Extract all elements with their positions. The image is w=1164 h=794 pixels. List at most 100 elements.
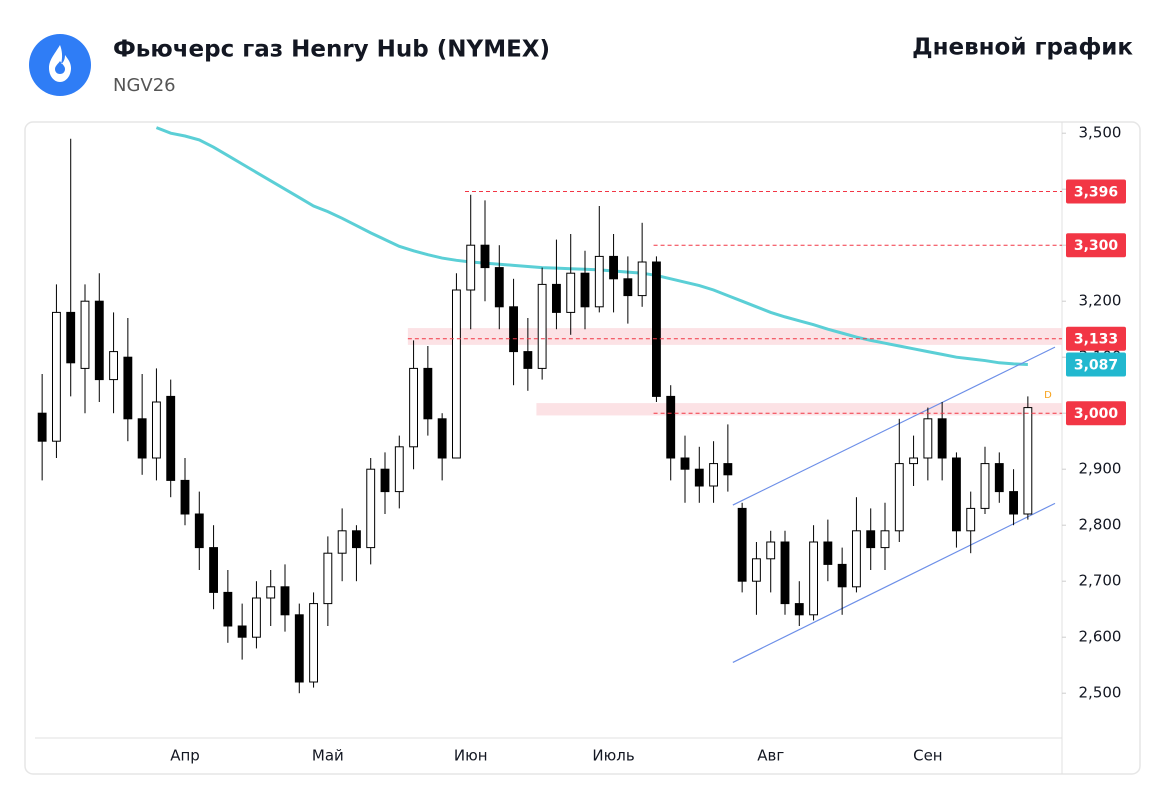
candle-body [523,351,533,369]
candle-body [966,507,976,532]
candle-body [552,283,561,313]
marker-label: D [1044,390,1052,401]
x-tick-label: Апр [170,747,200,765]
candle-body [337,530,347,554]
plot [37,126,1062,694]
candle-body [66,311,76,364]
timeframe: Дневной график [912,35,1133,61]
price-label: 3,087 [1074,357,1118,373]
y-tick-label: 2,900 [1079,460,1122,478]
overlay: 2,5002,6002,7002,8002,9003,0003,1003,200… [170,124,1126,765]
price-label-bg [1066,401,1126,426]
candle-body [409,367,418,448]
candle-body [80,300,90,369]
candle-body [780,541,790,605]
flame-icon [49,45,71,82]
candle-body [194,513,204,549]
candle-body [723,463,733,476]
candle-body [580,272,590,308]
candle-body [266,586,276,599]
candle-body [652,261,661,397]
candle-body [1009,491,1019,515]
candle-body [766,541,776,560]
price-label: 3,300 [1074,238,1119,254]
candle-body [309,603,318,683]
candle-body [209,547,218,593]
y-tick-label: 2,800 [1079,516,1122,534]
x-tick-label: Сен [913,747,943,765]
candle-body [937,418,947,459]
price-label-bg [1066,233,1126,258]
candle-body [94,300,104,381]
candle-body [837,563,847,588]
y-tick-label: 2,600 [1079,628,1122,646]
price-label-bg [1066,352,1126,377]
moving-average [155,126,1028,366]
candle-body [537,283,547,369]
candle-body [452,289,461,459]
y-tick-label: 2,500 [1079,684,1122,702]
x-tick-label: Май [312,747,344,765]
candle-body [1023,407,1033,515]
candle-body [866,530,876,549]
candle-body [694,468,704,487]
candle-body [509,306,518,353]
candle-body [252,597,261,638]
candle-body [480,244,490,269]
candle-body [909,457,919,465]
candle-body [223,591,233,627]
x-tick-label: Авг [757,747,784,765]
candle-body [952,457,961,532]
candle-body [152,401,161,459]
candle-body [366,468,376,549]
price-label-bg [1066,179,1126,204]
trendline [732,346,1056,506]
candle-body [394,446,404,493]
candle-body [437,418,447,459]
app-icon [29,34,91,96]
candle-body [594,255,604,308]
candle-body [852,530,861,588]
candle-body [166,395,176,481]
candle-body [380,468,390,493]
candle-body [980,463,990,509]
candle-body [352,530,361,549]
price-label-bg [1066,326,1126,351]
candle-body [737,507,747,582]
candle-body [637,261,647,297]
chart-card [24,121,1141,775]
candle-body [280,586,290,616]
candle-body [894,463,904,532]
x-tick-label: Июн [454,747,488,765]
candle-body [37,412,47,442]
candle-body [423,367,433,420]
candle-body [180,479,190,515]
price-label: 3,000 [1074,406,1119,422]
candle-body [323,552,333,605]
y-tick-label: 3,500 [1079,124,1122,142]
x-tick-label: Июль [592,747,634,765]
candle-body [794,603,804,616]
y-tick-label: 3,200 [1079,292,1122,310]
candle-body [494,267,504,308]
candle-body [294,614,304,683]
price-label: 3,396 [1074,184,1118,200]
candle-body [566,272,576,313]
title: Фьючерс газ Henry Hub (NYMEX) [113,37,550,63]
candle-body [752,558,761,582]
candle-body [609,255,619,280]
candle-body [52,311,61,442]
y-tick-label: 2,700 [1079,572,1122,590]
candle-body [994,463,1004,493]
candle-body [709,463,719,487]
candle-body [880,530,890,549]
candle-body [109,351,119,381]
candle-body [466,244,476,291]
trendline [732,502,1056,663]
candle-body [809,541,819,616]
candle-body [680,457,690,470]
candle-body [137,418,147,459]
candle-body [666,395,676,459]
zone [407,328,1062,345]
price-label: 3,133 [1074,332,1118,348]
